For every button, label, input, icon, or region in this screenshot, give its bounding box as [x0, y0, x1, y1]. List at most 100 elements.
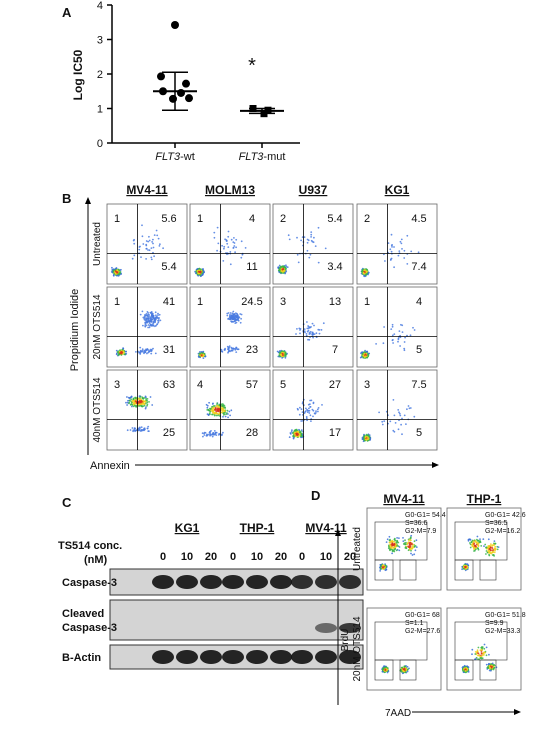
event-dot: [228, 315, 231, 318]
event-dot: [139, 428, 141, 430]
quadrant-value: 5.6: [161, 213, 176, 225]
event-dot: [407, 545, 410, 548]
event-dot: [305, 407, 307, 410]
event-dot: [226, 409, 229, 412]
column-header: U937: [299, 183, 328, 197]
event-dot: [476, 535, 479, 538]
event-dot: [469, 546, 472, 549]
event-dot: [281, 350, 283, 352]
event-dot: [128, 401, 131, 404]
event-dot: [311, 408, 314, 411]
event-dot: [129, 396, 132, 399]
event-dot: [239, 313, 242, 315]
event-dot: [157, 321, 160, 324]
event-dot: [477, 646, 480, 649]
concentration: 0: [299, 551, 305, 563]
event-dot: [464, 670, 467, 672]
event-dot: [412, 543, 415, 546]
event-dot: [134, 427, 136, 430]
concentration: 10: [251, 551, 263, 563]
event-dot: [485, 553, 487, 555]
event-dot: [208, 409, 211, 412]
event-dot: [158, 245, 161, 247]
event-dot: [407, 549, 410, 552]
event-dot: [311, 322, 314, 325]
event-dot: [306, 321, 308, 323]
event-dot: [366, 439, 369, 442]
quadrant-value: 1: [197, 213, 203, 225]
event-dot: [467, 538, 470, 541]
event-dot: [408, 544, 411, 547]
event-dot: [145, 258, 148, 260]
event-dot: [409, 334, 412, 337]
y-axis-title: Propidium Iodide: [69, 289, 81, 372]
event-dot: [232, 310, 235, 313]
blot-band: [270, 650, 292, 664]
event-dot: [152, 238, 154, 241]
event-dot: [145, 313, 148, 315]
column-header: MOLM13: [205, 183, 255, 197]
event-dot: [157, 320, 160, 322]
event-dot: [406, 542, 409, 545]
event-dot: [116, 274, 118, 277]
event-dot: [393, 246, 395, 248]
event-dot: [122, 347, 124, 350]
event-dot: [157, 318, 160, 320]
event-dot: [484, 651, 486, 654]
event-dot: [118, 353, 120, 356]
event-dot: [225, 240, 228, 243]
gene-name: FLT3: [155, 151, 181, 163]
event-dot: [306, 411, 309, 413]
event-dot: [154, 352, 157, 355]
event-dot: [381, 670, 384, 673]
event-dot: [147, 425, 150, 428]
event-dot: [362, 356, 365, 359]
event-dot: [389, 549, 391, 552]
event-dot: [284, 271, 287, 274]
event-dot: [143, 429, 145, 432]
event-dot: [391, 549, 394, 551]
event-dot: [224, 410, 226, 412]
quadrant-value: 3: [364, 379, 370, 391]
event-dot: [226, 242, 229, 245]
event-dot: [215, 414, 218, 417]
event-dot: [293, 432, 296, 434]
event-dot: [223, 406, 226, 409]
event-dot: [115, 353, 118, 356]
event-dot: [405, 541, 407, 544]
event-dot: [309, 414, 312, 417]
event-dot: [387, 547, 390, 550]
event-dot: [480, 655, 483, 658]
event-dot: [217, 242, 220, 245]
event-dot: [216, 249, 219, 252]
event-dot: [159, 243, 161, 246]
event-dot: [222, 414, 225, 416]
event-dot: [403, 347, 406, 350]
row-label: 40nM OTS514: [92, 377, 103, 442]
quadrant-value: 7.4: [411, 261, 426, 273]
event-dot: [390, 244, 393, 247]
event-dot: [297, 433, 299, 436]
event-dot: [398, 411, 400, 414]
event-dot: [206, 434, 208, 437]
event-dot: [382, 342, 385, 345]
event-dot: [482, 651, 485, 654]
event-dot: [395, 549, 398, 552]
event-dot: [485, 550, 488, 552]
event-dot: [148, 314, 151, 316]
event-dot: [407, 668, 409, 671]
event-dot: [411, 543, 413, 546]
event-dot: [145, 396, 147, 399]
gate-stat: S=36.5: [485, 520, 507, 527]
event-dot: [300, 429, 303, 431]
blot-band: [152, 650, 174, 664]
event-dot: [111, 266, 113, 269]
event-dot: [393, 430, 396, 433]
event-dot: [384, 260, 386, 262]
event-dot: [145, 318, 148, 321]
event-dot: [308, 407, 310, 410]
event-dot: [226, 345, 229, 348]
event-dot: [306, 330, 309, 333]
event-dot: [240, 240, 243, 243]
event-dot: [234, 318, 237, 320]
